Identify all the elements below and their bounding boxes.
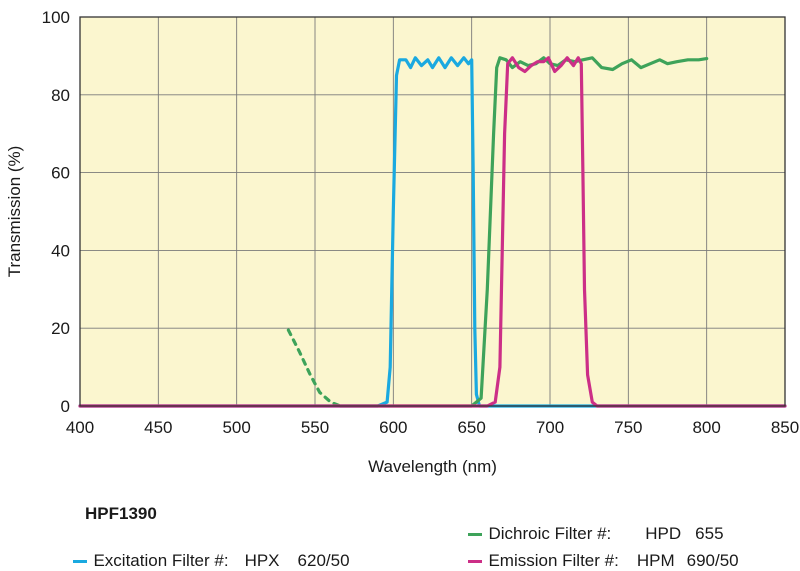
legend-emission-value: 690/50: [686, 551, 739, 570]
x-axis-label: Wavelength (nm): [368, 457, 497, 476]
legend-excitation-label: Excitation Filter #:: [93, 551, 229, 570]
y-tick-label: 20: [51, 319, 70, 338]
plot-frame: [79, 16, 786, 407]
transmission-chart: 400 450 500 550 600 650 700 750 800 850 0 20 40 60 80…: [5, 8, 799, 476]
series-line-excitation: [78, 56, 787, 408]
legend-dichroic-code: HPD: [645, 524, 682, 543]
legend-item-excitation: Excitation Filter #: HPX 620/50: [64, 531, 350, 571]
x-tick-label: 850: [771, 418, 799, 437]
excitation-swatch: [73, 560, 88, 564]
series-line-emission: [78, 56, 787, 408]
x-tick-label: 700: [536, 418, 564, 437]
x-tick-label: 450: [144, 418, 172, 437]
grid-lines: [80, 17, 785, 406]
y-tick-labels: 0 20 40 60 80 100: [42, 8, 70, 416]
y-tick-label: 60: [51, 164, 70, 183]
x-tick-label: 500: [222, 418, 250, 437]
legend-dichroic-value: 655: [695, 524, 724, 543]
legend-emission-code: HPM: [636, 551, 675, 570]
series-line-dichroic_dotted: [286, 328, 342, 408]
plot-area: [80, 17, 785, 406]
series-lines: [78, 56, 787, 408]
y-axis-label: Transmission (%): [5, 146, 24, 278]
emission-swatch: [468, 560, 483, 564]
legend-item-dichroic: Dichroic Filter #: HPD 655: [459, 504, 724, 544]
x-tick-labels: 400 450 500 550 600 650 700 750 800 850: [66, 418, 799, 437]
legend-title: HPF1390: [85, 504, 157, 523]
legend-emission-label: Emission Filter #:: [488, 551, 619, 570]
legend-item-emission: Emission Filter #: HPM 690/50: [459, 531, 739, 571]
x-tick-label: 800: [692, 418, 720, 437]
x-tick-label: 600: [379, 418, 407, 437]
y-tick-label: 0: [61, 397, 70, 416]
legend-dichroic-label: Dichroic Filter #:: [488, 524, 612, 543]
x-tick-label: 750: [614, 418, 642, 437]
x-tick-label: 550: [301, 418, 329, 437]
y-tick-label: 40: [51, 241, 70, 260]
dichroic-swatch: [468, 533, 483, 537]
y-tick-label: 80: [51, 86, 70, 105]
legend-excitation-code: HPX: [244, 551, 280, 570]
y-tick-label: 100: [42, 8, 70, 27]
legend-excitation-value: 620/50: [297, 551, 350, 570]
x-tick-label: 650: [457, 418, 485, 437]
x-tick-label: 400: [66, 418, 94, 437]
